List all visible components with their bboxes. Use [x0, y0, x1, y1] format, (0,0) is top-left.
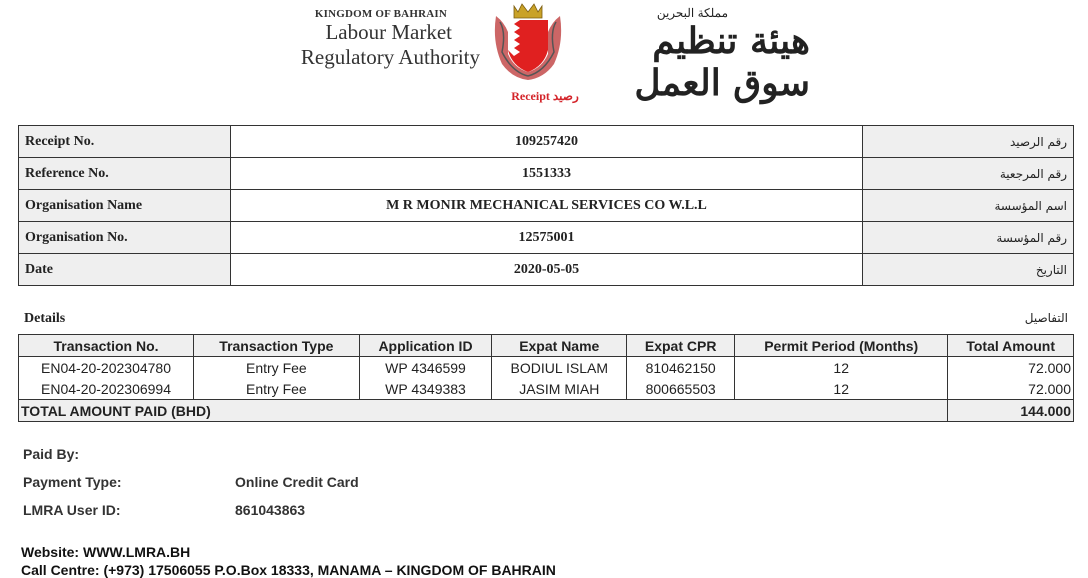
table-row: EN04-20-202306994 Entry Fee WP 4349383 JASI… [17, 378, 1074, 400]
summary-value: 1551333 [230, 157, 863, 190]
kingdom-label: KINGDOM OF BAHRAIN [314, 8, 447, 20]
org-line-2: Regulatory Authority [300, 45, 480, 69]
footer-call-centre: Call Centre: (+973) 17506055 P.O.Box 183… [21, 562, 556, 578]
user-id-label: LMRA User ID: [23, 502, 121, 518]
summary-label-arabic: اسم المؤسسة [861, 189, 1075, 222]
column-header: Expat Name [491, 334, 628, 357]
table-cell: EN04-20-202304780 [17, 356, 195, 378]
summary-label-arabic: رقم المرجعية [861, 157, 1075, 190]
org-name-arabic: مملكة البحرين هيئة تنظيم سوق العمل [570, 6, 810, 104]
summary-row: Date 2020-05-05 التاريخ [17, 253, 1075, 286]
details-heading: Details [24, 311, 66, 326]
total-value: 144.000 [947, 399, 1074, 422]
column-header: Transaction Type [193, 334, 360, 357]
org-line-1: Labour Market [325, 20, 452, 44]
details-heading-arabic: التفاصيل [1024, 311, 1068, 325]
summary-label: Reference No. [17, 157, 232, 190]
summary-row: Reference No. 1551333 رقم المرجعية [17, 157, 1075, 190]
summary-row: Organisation Name M R MONIR MECHANICAL SE… [17, 189, 1075, 222]
summary-row: Organisation No. 12575001 رقم المؤسسة [17, 221, 1075, 254]
bahrain-crest-logo [494, 3, 562, 80]
summary-label: Organisation No. [17, 221, 232, 254]
table-cell: Entry Fee [193, 378, 360, 400]
table-row: EN04-20-202304780 Entry Fee WP 4346599 BODI… [17, 356, 1074, 378]
table-cell: WP 4349383 [358, 378, 493, 400]
table-cell: 12 [734, 356, 949, 378]
receipt-title: Receipt رصيد [511, 89, 579, 103]
footer-website: Website: WWW.LMRA.BH [21, 544, 191, 560]
table-cell: JASIM MIAH [491, 378, 628, 400]
summary-value: 109257420 [230, 125, 863, 158]
summary-value: 12575001 [230, 221, 863, 254]
arabic-kingdom-label: مملكة البحرين [656, 6, 728, 20]
user-id-value: 861043863 [235, 502, 306, 518]
table-cell: 72.000 [947, 356, 1074, 378]
column-header: Total Amount [947, 334, 1074, 357]
summary-label-arabic: رقم الرصيد [861, 125, 1075, 158]
summary-label: Date [17, 253, 232, 286]
table-cell: 72.000 [947, 378, 1074, 400]
table-cell: WP 4346599 [358, 356, 493, 378]
total-label: TOTAL AMOUNT PAID (BHD) [17, 399, 949, 422]
transactions-table: Transaction No. Transaction Type Applicati… [17, 334, 1074, 422]
table-cell: 800665503 [626, 378, 736, 400]
payment-type-label: Payment Type: [23, 474, 122, 490]
column-header: Expat CPR [626, 334, 736, 357]
summary-value: M R MONIR MECHANICAL SERVICES CO W.L.L [230, 189, 863, 222]
column-header: Application ID [358, 334, 493, 357]
table-cell: BODIUL ISLAM [491, 356, 628, 378]
table-cell: Entry Fee [193, 356, 360, 378]
summary-label-arabic: التاريخ [861, 253, 1075, 286]
table-cell: EN04-20-202306994 [17, 378, 195, 400]
total-row: TOTAL AMOUNT PAID (BHD) 144.000 [17, 399, 1074, 422]
receipt-summary-table: Receipt No. 109257420 رقم الرصيد Reference … [17, 125, 1075, 286]
summary-label-arabic: رقم المؤسسة [861, 221, 1075, 254]
arabic-org-label: هيئة تنظيم سوق العمل [634, 20, 810, 104]
table-cell: 12 [734, 378, 949, 400]
summary-label: Organisation Name [17, 189, 232, 222]
paid-by-label: Paid By: [23, 446, 80, 462]
table-cell: 810462150 [626, 356, 736, 378]
column-header: Transaction No. [17, 334, 195, 357]
column-header: Permit Period (Months) [734, 334, 949, 357]
payment-type-value: Online Credit Card [235, 474, 359, 490]
summary-value: 2020-05-05 [230, 253, 863, 286]
table-header-row: Transaction No. Transaction Type Applicati… [17, 334, 1074, 357]
org-name-english: KINGDOM OF BAHRAIN Labour Market Regulat… [280, 8, 480, 70]
summary-label: Receipt No. [17, 125, 232, 158]
summary-row: Receipt No. 109257420 رقم الرصيد [17, 125, 1075, 158]
